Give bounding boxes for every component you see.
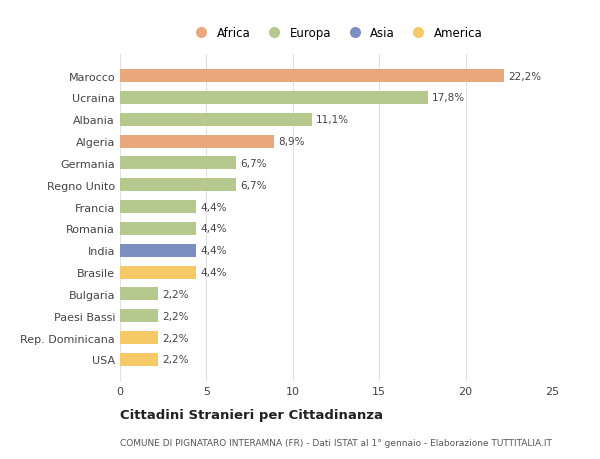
Text: 8,9%: 8,9%: [278, 137, 305, 147]
Bar: [120, 70, 503, 83]
Bar: [120, 92, 428, 105]
Text: COMUNE DI PIGNATARO INTERAMNA (FR) - Dati ISTAT al 1° gennaio - Elaborazione TUT: COMUNE DI PIGNATARO INTERAMNA (FR) - Dat…: [120, 438, 552, 447]
Text: 4,4%: 4,4%: [200, 246, 227, 256]
Bar: [120, 157, 236, 170]
Bar: [120, 353, 158, 366]
Bar: [120, 331, 158, 344]
Bar: [120, 288, 158, 301]
Bar: [120, 179, 236, 192]
Text: 6,7%: 6,7%: [240, 180, 266, 190]
Text: 22,2%: 22,2%: [508, 72, 541, 81]
Text: 4,4%: 4,4%: [200, 224, 227, 234]
Text: 11,1%: 11,1%: [316, 115, 349, 125]
Text: 4,4%: 4,4%: [200, 202, 227, 212]
Text: 2,2%: 2,2%: [163, 311, 189, 321]
Text: 2,2%: 2,2%: [163, 355, 189, 364]
Bar: [120, 113, 312, 127]
Bar: [120, 309, 158, 323]
Text: 4,4%: 4,4%: [200, 268, 227, 278]
Text: 2,2%: 2,2%: [163, 289, 189, 299]
Text: 17,8%: 17,8%: [432, 93, 465, 103]
Text: Cittadini Stranieri per Cittadinanza: Cittadini Stranieri per Cittadinanza: [120, 408, 383, 421]
Text: 6,7%: 6,7%: [240, 158, 266, 168]
Bar: [120, 222, 196, 235]
Bar: [120, 266, 196, 279]
Bar: [120, 135, 274, 148]
Bar: [120, 244, 196, 257]
Text: 2,2%: 2,2%: [163, 333, 189, 343]
Bar: [120, 201, 196, 214]
Legend: Africa, Europa, Asia, America: Africa, Europa, Asia, America: [185, 22, 487, 44]
